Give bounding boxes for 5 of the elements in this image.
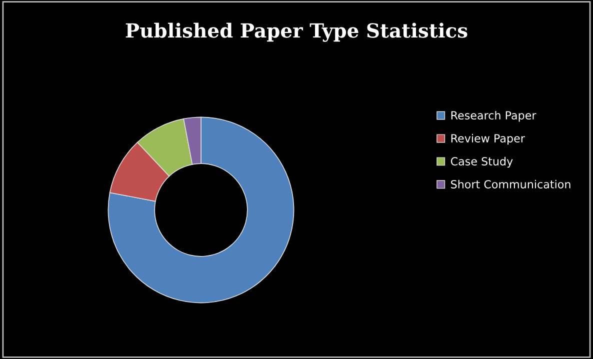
legend-label: Short Communication xyxy=(451,180,570,188)
chart-title: Published Paper Type Statistics xyxy=(126,22,468,42)
legend-label: Review Paper xyxy=(451,134,525,145)
legend-label: Research Paper xyxy=(451,110,536,122)
legend-label: Case Study xyxy=(450,156,513,168)
